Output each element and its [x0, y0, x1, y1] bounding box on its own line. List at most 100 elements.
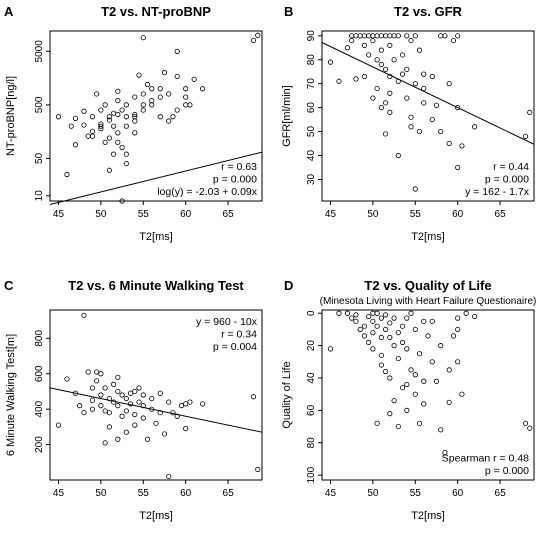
x-tick-label: 45 — [325, 488, 337, 499]
annotations: Spearman r = 0.48p = 0.000 — [442, 453, 529, 478]
data-point — [166, 399, 172, 405]
y-tick-label: 80 — [306, 54, 317, 66]
data-point — [387, 109, 393, 116]
data-point — [149, 98, 155, 104]
data-point — [416, 128, 423, 135]
x-tick-label: 60 — [452, 488, 464, 499]
data-point — [166, 91, 172, 97]
y-axis-label: GFR[ml/min] — [281, 85, 293, 147]
data-point — [382, 33, 389, 39]
data-point — [395, 423, 401, 430]
data-point — [404, 33, 410, 39]
data-point — [429, 116, 435, 123]
data-point — [98, 126, 104, 132]
x-tick-label: 45 — [53, 209, 65, 220]
x-tick-label: 65 — [223, 488, 235, 499]
panel-letter: C — [4, 278, 14, 293]
annotation-line: r = 0.34 — [221, 329, 257, 341]
data-point — [98, 123, 104, 129]
data-point — [387, 90, 393, 96]
data-point — [404, 95, 410, 101]
annotation-line: Spearman r = 0.48 — [442, 453, 529, 465]
data-point — [115, 388, 121, 395]
data-point — [115, 436, 121, 442]
y-axis-label: NT-proBNP[ng/l] — [5, 76, 17, 156]
data-point — [382, 100, 389, 106]
data-point — [98, 392, 104, 398]
data-point — [336, 310, 342, 316]
data-point — [81, 122, 87, 128]
data-point — [421, 85, 427, 92]
y-tick-label: 60 — [306, 102, 317, 114]
annotation-line: r = 0.63 — [221, 161, 257, 173]
data-point — [136, 399, 142, 405]
data-point — [111, 381, 117, 387]
chart-title: T2 vs. NT-proBNP — [101, 4, 211, 19]
data-point — [408, 124, 414, 130]
data-point — [455, 33, 461, 39]
data-point — [85, 369, 91, 375]
data-point — [140, 91, 146, 97]
data-point — [412, 391, 418, 397]
data-point — [94, 369, 100, 375]
data-point — [166, 118, 172, 124]
chart-subtitle: (Minesota Living with Heart Failure Ques… — [320, 296, 537, 307]
data-point — [123, 160, 129, 167]
data-point — [370, 346, 376, 352]
y-tick-label: 70 — [306, 78, 317, 90]
data-point — [149, 86, 155, 92]
data-point — [140, 35, 146, 41]
data-point — [106, 410, 112, 416]
data-point — [442, 33, 448, 39]
y-tick-label: 60 — [306, 404, 317, 416]
y-tick-label: 50 — [34, 152, 45, 164]
data-point — [455, 105, 461, 111]
data-point — [55, 114, 62, 120]
data-point — [115, 403, 121, 409]
data-point — [404, 66, 410, 72]
x-tick-label: 60 — [180, 488, 192, 499]
data-point — [89, 406, 96, 412]
data-point — [366, 52, 372, 58]
data-point — [391, 33, 397, 39]
data-point — [395, 355, 401, 362]
fit-line-group — [49, 387, 263, 433]
data-point — [387, 42, 393, 48]
data-point — [77, 403, 83, 409]
y-tick-label: 200 — [34, 436, 45, 453]
data-point — [119, 413, 125, 419]
data-point — [378, 105, 384, 111]
data-point — [455, 359, 461, 365]
data-point — [119, 144, 125, 151]
data-point — [89, 397, 96, 403]
annotation-line: p = 0.000 — [213, 174, 257, 186]
data-point — [106, 135, 112, 141]
data-point — [132, 118, 138, 124]
data-point — [370, 330, 376, 336]
data-point — [438, 128, 444, 135]
data-point — [123, 102, 129, 108]
data-point — [412, 372, 418, 378]
data-point — [132, 111, 138, 118]
x-tick-label: 50 — [367, 488, 379, 499]
data-points — [55, 32, 261, 204]
data-point — [404, 381, 410, 388]
data-point — [353, 33, 359, 39]
data-point — [361, 33, 367, 39]
x-axis-label: T2[ms] — [139, 231, 173, 243]
data-point — [183, 426, 189, 432]
data-point — [64, 171, 70, 178]
x-tick-label: 50 — [367, 209, 379, 220]
chart-title: T2 vs. 6 Minute Walking Test — [68, 278, 244, 293]
data-point — [132, 422, 138, 428]
data-point — [153, 420, 159, 426]
data-point — [157, 114, 163, 120]
data-point — [64, 376, 70, 382]
data-point — [429, 359, 435, 365]
data-point — [391, 398, 397, 404]
y-tick-label: 400 — [34, 400, 45, 417]
data-point — [161, 70, 168, 76]
y-ticks: 10 50 500 5000 — [34, 40, 50, 201]
data-point — [374, 33, 380, 39]
